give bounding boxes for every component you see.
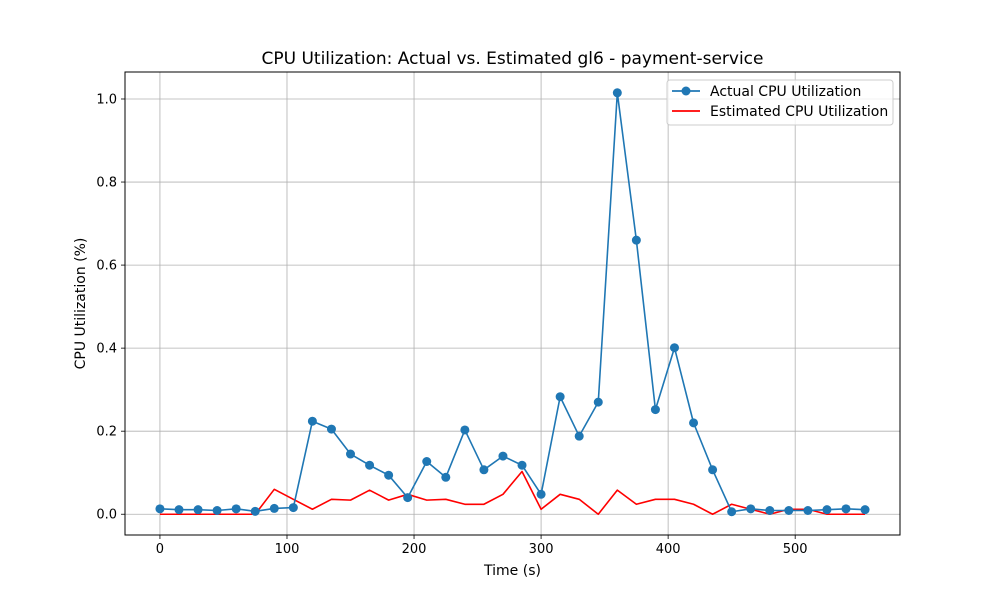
data-point-actual-cpu-utilization	[174, 505, 184, 515]
data-point-actual-cpu-utilization	[441, 472, 451, 482]
data-point-actual-cpu-utilization	[803, 506, 813, 515]
x-tick-label: 500	[783, 542, 808, 557]
data-point-actual-cpu-utilization	[841, 504, 851, 514]
data-point-actual-cpu-utilization	[326, 424, 336, 434]
data-point-actual-cpu-utilization	[860, 505, 870, 515]
legend-swatch-actual-marker	[681, 86, 691, 96]
data-point-actual-cpu-utilization	[460, 425, 470, 435]
data-point-actual-cpu-utilization	[517, 460, 527, 470]
x-tick-label: 400	[656, 542, 681, 557]
data-point-actual-cpu-utilization	[650, 405, 660, 415]
y-tick-label: 1.0	[96, 92, 117, 107]
data-point-actual-cpu-utilization	[212, 506, 222, 515]
data-point-actual-cpu-utilization	[631, 235, 641, 245]
legend: Actual CPU Utilization Estimated CPU Uti…	[666, 79, 894, 126]
data-point-actual-cpu-utilization	[765, 506, 775, 515]
y-tick-label: 0.2	[96, 425, 117, 440]
y-tick-label: 0.6	[96, 259, 117, 274]
y-tick-label: 0.4	[96, 342, 117, 357]
x-axis-label: Time (s)	[483, 563, 541, 579]
data-point-actual-cpu-utilization	[669, 343, 679, 353]
data-point-actual-cpu-utilization	[231, 504, 241, 514]
data-point-actual-cpu-utilization	[403, 493, 413, 503]
data-point-actual-cpu-utilization	[784, 506, 794, 515]
legend-box	[666, 79, 894, 126]
data-point-actual-cpu-utilization	[384, 470, 394, 480]
data-point-actual-cpu-utilization	[250, 506, 260, 516]
data-point-actual-cpu-utilization	[593, 397, 603, 407]
data-point-actual-cpu-utilization	[555, 392, 565, 402]
x-tick-label: 200	[402, 542, 427, 557]
data-point-actual-cpu-utilization	[574, 431, 584, 441]
x-tick-label: 0	[156, 542, 164, 557]
data-point-actual-cpu-utilization	[307, 416, 317, 426]
data-point-actual-cpu-utilization	[346, 449, 356, 459]
y-axis-label: CPU Utilization (%)	[73, 238, 89, 370]
data-point-actual-cpu-utilization	[288, 503, 298, 513]
data-point-actual-cpu-utilization	[822, 505, 832, 515]
y-tick-label: 0.8	[96, 176, 117, 191]
data-point-actual-cpu-utilization	[269, 503, 279, 513]
y-tick-label: 0.0	[96, 508, 117, 523]
data-point-actual-cpu-utilization	[727, 507, 737, 517]
data-point-actual-cpu-utilization	[479, 465, 489, 475]
chart-title: CPU Utilization: Actual vs. Estimated gl…	[262, 49, 764, 69]
data-point-actual-cpu-utilization	[422, 457, 432, 466]
plot-frame	[124, 71, 901, 536]
data-point-actual-cpu-utilization	[498, 451, 508, 461]
data-point-actual-cpu-utilization	[746, 504, 756, 514]
axis-ticks: 0 100 200 300 400 500 0.0 0.2 0.4 0.6 0.8 1.0	[96, 92, 807, 557]
data-point-actual-cpu-utilization	[612, 88, 622, 98]
x-tick-label: 300	[529, 542, 554, 557]
data-point-actual-cpu-utilization	[365, 460, 375, 470]
data-point-actual-cpu-utilization	[193, 505, 203, 515]
legend-label-estimated: Estimated CPU Utilization	[710, 104, 888, 120]
data-point-actual-cpu-utilization	[708, 465, 718, 475]
data-point-actual-cpu-utilization	[155, 504, 165, 514]
data-point-actual-cpu-utilization	[536, 489, 546, 499]
series-layer	[155, 88, 870, 517]
legend-label-actual: Actual CPU Utilization	[710, 84, 861, 100]
x-tick-label: 100	[275, 542, 300, 557]
data-point-actual-cpu-utilization	[689, 418, 699, 428]
